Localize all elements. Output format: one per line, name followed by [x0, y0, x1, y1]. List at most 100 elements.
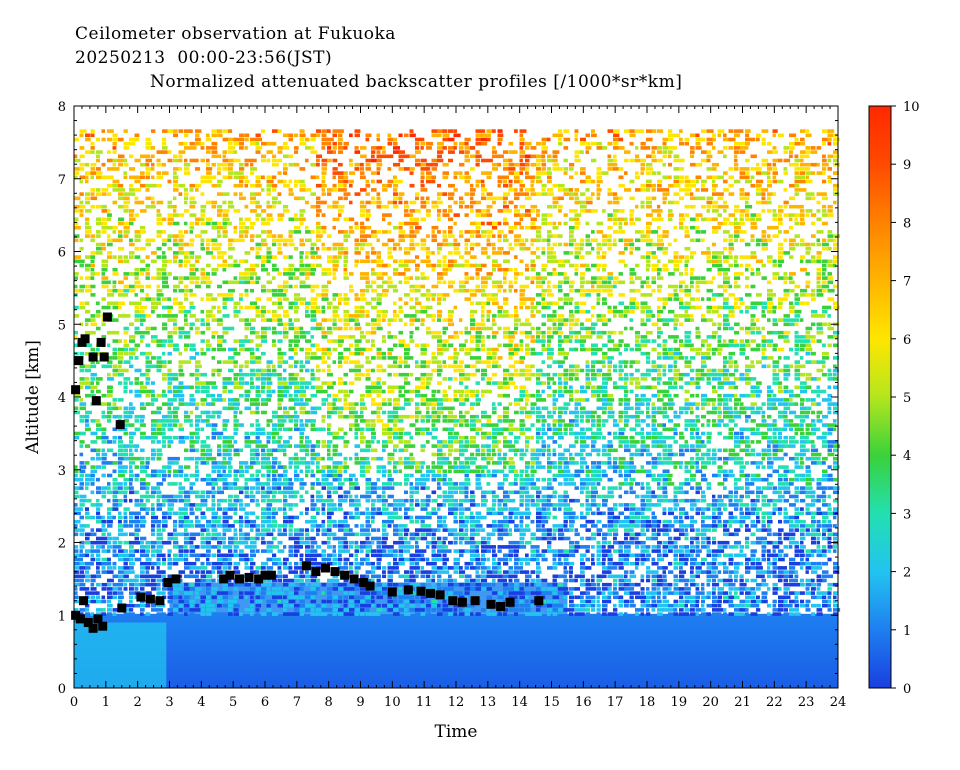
cloud-base-point [266, 570, 276, 580]
cloud-base-point [102, 312, 112, 322]
colorbar [868, 105, 892, 689]
cloud-base-point [163, 578, 173, 587]
x-tick-label: 23 [798, 695, 815, 710]
x-tick-label: 0 [70, 695, 78, 710]
cloud-base-point [403, 585, 413, 595]
x-axis-label: Time [435, 722, 478, 742]
x-tick-label: 6 [261, 695, 269, 710]
x-tick-label: 13 [480, 695, 497, 710]
cloud-base-point [470, 596, 480, 606]
chart-title-line-1: Ceilometer observation at Fukuoka [75, 24, 396, 44]
x-tick-label: 24 [830, 695, 847, 710]
x-tick-label: 22 [766, 695, 783, 710]
cloud-base-point [80, 334, 90, 344]
x-tick-label: 14 [511, 695, 528, 710]
cloud-base-point [99, 352, 109, 362]
cloud-base-point [88, 623, 98, 633]
cloud-base-point [260, 570, 270, 580]
cloud-base-point [225, 570, 235, 580]
y-tick-label: 5 [58, 318, 66, 333]
cloud-base-point [75, 614, 85, 624]
cloud-base-detections [71, 312, 544, 633]
x-tick-label: 3 [165, 695, 173, 710]
colorbar-tick-label: 10 [903, 100, 920, 115]
y-tick-label: 8 [58, 100, 66, 115]
x-tick-label: 19 [671, 695, 688, 710]
colorbar-tick-label: 0 [903, 682, 911, 697]
y-tick-label: 4 [58, 391, 66, 406]
chart-title-line-3: Normalized attenuated backscatter profil… [150, 72, 683, 92]
cloud-base-point [426, 588, 435, 598]
colorbar-tick-label: 3 [903, 507, 911, 522]
x-tick-label: 9 [356, 695, 364, 710]
colorbar-tick-label: 8 [903, 216, 911, 231]
cloud-base-point [74, 356, 84, 366]
cloud-base-point [71, 385, 81, 395]
x-tick-label: 2 [134, 695, 142, 710]
x-tick-label: 12 [448, 695, 465, 710]
cloud-base-point [301, 561, 311, 571]
y-axis-label: Altitude [km] [23, 340, 43, 455]
cloud-base-point [365, 581, 375, 591]
early-cyan-layer [74, 622, 167, 688]
cloud-base-point [496, 602, 506, 611]
cloud-base-point [435, 590, 445, 600]
cloud-base-point [387, 587, 397, 597]
cloud-base-point [235, 574, 244, 584]
cloud-base-point [330, 567, 340, 577]
y-tick-label: 0 [58, 682, 66, 697]
cloud-base-point [115, 420, 125, 430]
cloud-base-point [457, 597, 467, 607]
x-tick-label: 17 [607, 695, 624, 710]
y-tick-label: 6 [58, 246, 66, 261]
y-tick-label: 7 [58, 173, 66, 188]
cloud-base-point [254, 574, 264, 584]
x-tick-label: 5 [229, 695, 237, 710]
colorbar-tick-label: 1 [903, 624, 911, 639]
cloud-base-point [155, 596, 165, 606]
heatmap-area [74, 129, 841, 688]
cloud-base-point [136, 592, 146, 602]
cloud-base-point [96, 337, 106, 347]
x-tick-label: 1 [102, 695, 110, 710]
cloud-base-point [88, 352, 98, 362]
cloud-base-point [340, 570, 350, 580]
boundary-layer-fill [74, 613, 838, 688]
y-tick-label: 3 [58, 464, 66, 479]
x-tick-label: 8 [325, 695, 333, 710]
cloud-base-point [359, 578, 369, 587]
x-tick-label: 4 [197, 695, 205, 710]
x-tick-label: 7 [293, 695, 301, 710]
cloud-base-point [145, 594, 155, 604]
cloud-base-point [98, 621, 108, 631]
cloud-base-point [244, 572, 254, 582]
axes: 0 1 2 3 4 5 6 7 8 9 10 11 12 13 14 15 16 17 18 19 20 21 22 23 24… [58, 100, 847, 710]
colorbar-tick-label: 9 [903, 158, 911, 173]
colorbar-axis: 0 1 2 3 4 5 6 7 8 9 10 [891, 100, 920, 697]
cloud-base-point [505, 597, 515, 607]
cloud-base-point [91, 396, 101, 406]
x-tick-label: 11 [416, 695, 433, 710]
chart-title-line-2: 20250213 00:00-23:56(JST) [75, 48, 333, 68]
x-tick-label: 21 [734, 695, 751, 710]
colorbar-tick-label: 4 [903, 449, 911, 464]
colorbar-tick-label: 7 [903, 275, 911, 290]
cloud-base-point [486, 599, 496, 609]
y-tick-label: 1 [58, 609, 66, 624]
x-tick-label: 20 [702, 695, 719, 710]
colorbar-tick-label: 6 [903, 333, 911, 348]
x-tick-label: 15 [543, 695, 560, 710]
cloud-base-point [117, 603, 127, 613]
cloud-base-point [311, 567, 321, 577]
cloud-base-point [349, 574, 359, 584]
x-tick-label: 16 [575, 695, 592, 710]
cloud-base-point [79, 596, 88, 606]
cloud-base-point [448, 596, 458, 606]
y-tick-label: 2 [58, 537, 66, 552]
cloud-base-point [83, 618, 93, 627]
cloud-base-point [219, 574, 229, 584]
cloud-base-point [93, 614, 103, 624]
cloud-base-point [534, 596, 544, 606]
cloud-base-point [321, 563, 330, 573]
